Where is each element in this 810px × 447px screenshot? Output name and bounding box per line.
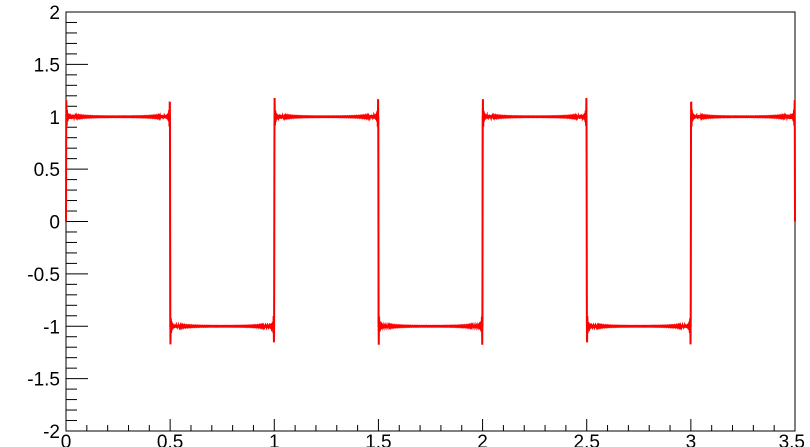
axes-layer <box>65 11 796 432</box>
y-tick-label: -1.5 <box>27 370 60 391</box>
x-tick-label: 3 <box>686 432 697 447</box>
x-tick-label: 2.5 <box>574 432 600 447</box>
y-tick-label: -1 <box>43 317 60 338</box>
series-layer <box>65 98 796 345</box>
y-tick-label: 1 <box>49 108 60 129</box>
y-tick-label: 0.5 <box>34 160 60 181</box>
y-tick-label: 0 <box>49 213 60 234</box>
labels-layer: 21.510.50-0.5-1-1.5-2 0 0.5 1 1.5 2 2.5 3 3.5 <box>27 3 805 447</box>
x-tick-label: 2 <box>477 432 488 447</box>
series-fourier-approximation <box>65 98 796 345</box>
x-tick-label: 0.5 <box>157 432 183 447</box>
y-tick-label: 1.5 <box>34 55 60 76</box>
x-tick-label: 1.5 <box>365 432 391 447</box>
series-square-wave <box>66 116 795 327</box>
plot-frame <box>65 11 796 432</box>
y-tick-label: -0.5 <box>27 265 60 286</box>
x-tick-label: 1 <box>269 432 280 447</box>
x-tick-label: 0 <box>61 432 72 447</box>
y-tick-label: -2 <box>43 422 60 443</box>
y-tick-label: 2 <box>49 3 60 24</box>
x-tick-label: 3.5 <box>779 432 805 447</box>
